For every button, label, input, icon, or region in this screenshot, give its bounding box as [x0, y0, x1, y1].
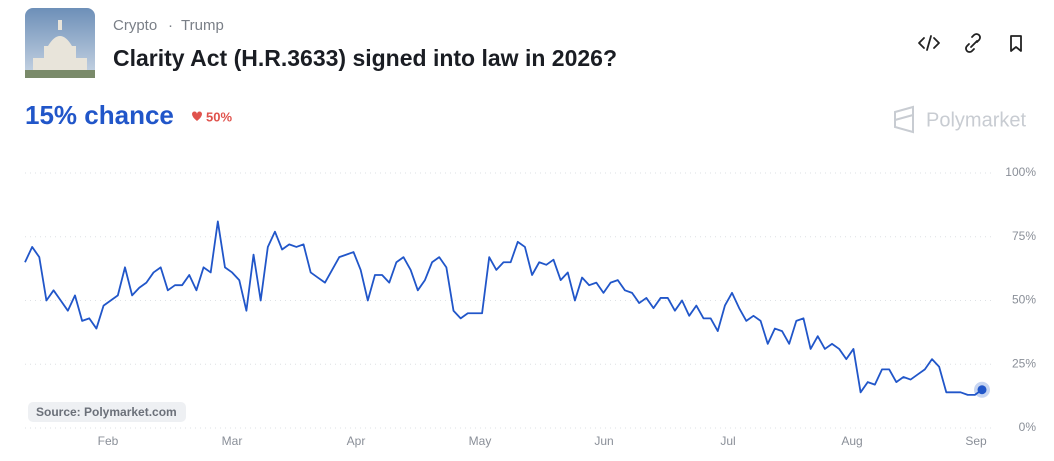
x-tick-label: Jun — [594, 434, 613, 448]
y-tick-label: 25% — [1012, 356, 1036, 370]
end-point — [977, 385, 987, 395]
change-icon — [192, 111, 202, 121]
x-tick-label: May — [469, 434, 492, 448]
brand: Polymarket — [926, 109, 1026, 131]
separator: · — [168, 17, 173, 34]
tag[interactable]: Trump — [181, 17, 224, 34]
embed-button[interactable] — [918, 35, 940, 51]
x-tick-label: Sep — [965, 434, 987, 448]
price-line — [24, 220, 983, 396]
y-tick-label: 0% — [1019, 420, 1037, 434]
chance: 15% chance — [25, 100, 174, 130]
change: 50% — [206, 109, 232, 124]
x-tick-label: Aug — [841, 434, 862, 448]
x-tick-label: Feb — [98, 434, 119, 448]
market-image — [25, 8, 95, 78]
y-tick-label: 75% — [1012, 229, 1036, 243]
category[interactable]: Crypto — [113, 17, 157, 34]
link-button[interactable] — [965, 33, 981, 53]
x-tick-label: Jul — [720, 434, 735, 448]
source-badge — [28, 402, 186, 422]
market-title: Clarity Act (H.R.3633) signed into law i… — [113, 45, 617, 71]
y-tick-label: 50% — [1012, 293, 1036, 307]
source: Source: Polymarket.com — [36, 405, 177, 419]
brand-logo — [894, 105, 914, 134]
x-tick-label: Apr — [347, 434, 366, 448]
x-tick-label: Mar — [222, 434, 243, 448]
bookmark-button[interactable] — [1010, 35, 1022, 52]
y-tick-label: 100% — [1005, 165, 1036, 179]
